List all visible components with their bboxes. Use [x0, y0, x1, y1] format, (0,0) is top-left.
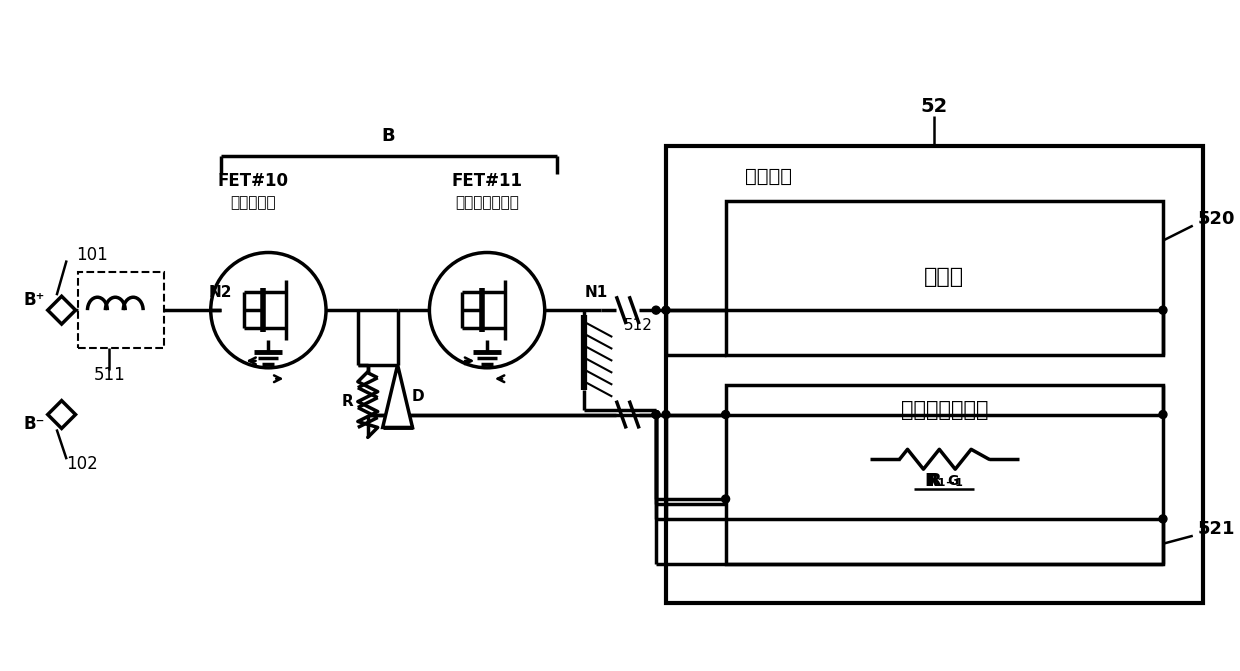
Text: 101: 101 — [77, 246, 108, 264]
Text: R: R — [342, 394, 353, 409]
Text: 控制部: 控制部 — [924, 267, 965, 287]
Circle shape — [211, 252, 326, 368]
Text: G: G — [947, 474, 959, 488]
Text: 半导体驱动电路: 半导体驱动电路 — [900, 399, 988, 419]
Polygon shape — [47, 401, 76, 429]
Text: R₁₋₁: R₁₋₁ — [925, 472, 963, 490]
Bar — [78, 272, 164, 348]
Circle shape — [652, 411, 660, 419]
Circle shape — [1159, 515, 1167, 523]
Bar — [725, 201, 1163, 355]
Text: 控制基板: 控制基板 — [745, 166, 792, 185]
Circle shape — [652, 306, 660, 314]
Polygon shape — [383, 365, 413, 427]
Text: 102: 102 — [67, 455, 98, 473]
Circle shape — [1159, 306, 1167, 314]
Circle shape — [652, 411, 660, 419]
Text: 52: 52 — [921, 97, 947, 116]
Circle shape — [722, 411, 729, 419]
Text: B⁻: B⁻ — [24, 415, 45, 433]
Text: N2: N2 — [208, 285, 232, 300]
Circle shape — [662, 411, 670, 419]
Text: 520: 520 — [1198, 210, 1235, 227]
Text: （防止反接用）: （防止反接用） — [455, 195, 520, 210]
Text: R: R — [928, 472, 941, 490]
Text: D: D — [412, 389, 424, 404]
Circle shape — [662, 306, 670, 314]
Circle shape — [429, 252, 544, 368]
Circle shape — [1159, 411, 1167, 419]
Text: 521: 521 — [1198, 520, 1235, 538]
Circle shape — [722, 495, 729, 503]
Bar — [666, 146, 1203, 603]
Text: 512: 512 — [624, 317, 653, 333]
Polygon shape — [47, 296, 76, 324]
Text: B: B — [382, 127, 396, 145]
Text: FET#11: FET#11 — [451, 172, 522, 190]
Text: N1: N1 — [585, 285, 608, 300]
Bar — [725, 384, 1163, 564]
Text: FET#10: FET#10 — [218, 172, 289, 190]
Text: （切断用）: （切断用） — [231, 195, 277, 210]
Text: 511: 511 — [93, 366, 125, 384]
Text: B⁺: B⁺ — [24, 291, 45, 309]
